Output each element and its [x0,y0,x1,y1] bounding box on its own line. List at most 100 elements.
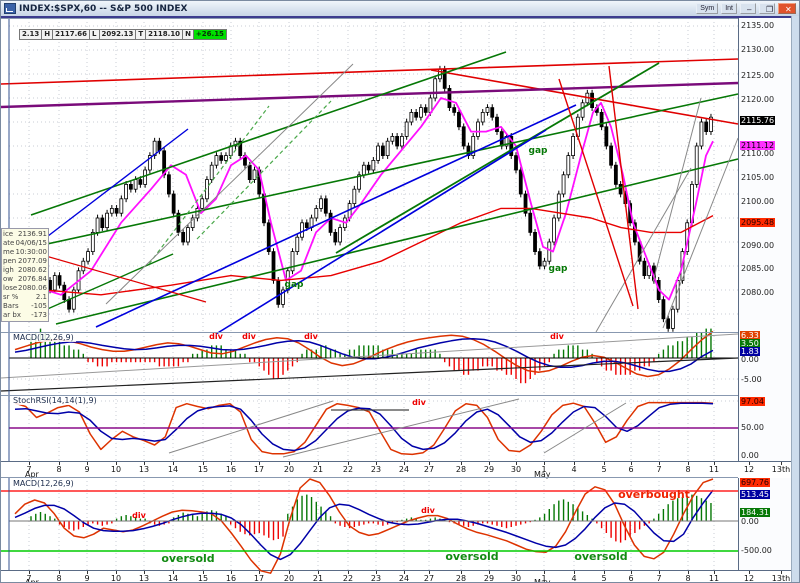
sym-button[interactable]: Sym [696,3,719,14]
date-tick-label: 5 [601,574,607,583]
annotation-div: div [550,332,564,341]
date-tick-label: 13th [771,574,791,583]
quote-cell: H [41,29,53,40]
data-window-row: ar bx -173 [3,311,47,320]
quote-cell: 2.13 [19,29,42,40]
int-button[interactable]: Int [721,3,737,14]
date-tick-label: 28 [455,574,467,583]
candles [29,65,713,332]
date-tick-mark [489,571,490,574]
data-window-row: me 10:30:00 [3,248,47,257]
price-badge: 6.33 [740,331,760,340]
date-tick-label: 14 [167,465,179,474]
data-window-label: ate [3,239,15,247]
maximize-button[interactable]: ❐ [759,3,775,14]
date-tick-mark [87,462,88,465]
trendlines [1,490,738,552]
axis-tick-label: 2105.00 [741,173,775,182]
date-tick-label: 30 [510,574,522,583]
date-tick-label: 22 [342,465,354,474]
macd-lower-canvas[interactable]: div div oversold oversold oversold overbought [1,477,791,574]
date-tick-label: 22 [342,574,354,583]
axis-tick-label: 2080.00 [741,288,775,297]
annotation-div: div [304,332,318,341]
date-tick-label: 24 [398,574,410,583]
trendlines [1,333,739,392]
quote-cell: 2117.66 [52,29,90,40]
axis-tick-label: 0.00 [741,451,759,460]
annotation-overbought: overbought [618,488,690,501]
date-tick-label: 4 [571,574,577,583]
annotations: div div oversold oversold oversold overbought [132,488,690,565]
axis-tick-label: 2125.00 [741,71,775,80]
date-tick-label: 5 [601,465,607,474]
date-tick-label: 9 [84,574,90,583]
date-tick-label: 7 [656,465,662,474]
date-tick-mark [516,571,517,574]
date-tick-mark [144,462,145,465]
title-bar: INDEX:$SPX,60 -- S&P 500 INDEX Sym Int –… [1,1,799,16]
month-label: Apr [25,578,39,583]
trendlines [9,398,738,458]
annotations: div div div div [209,332,564,341]
minimize-button[interactable]: – [740,3,756,14]
date-tick-mark [173,462,174,465]
date-tick-mark [781,462,782,465]
axis-tick-label: -5.00 [741,375,762,384]
date-tick-label: 13th [771,465,791,474]
right-edge-strip[interactable] [791,16,799,582]
price-badge: 184.31 [740,508,770,517]
date-tick-mark [376,462,377,465]
close-button[interactable]: ✕ [778,3,796,14]
price-badge: 2111.12 [740,141,776,150]
axis-tick-label: 2135.00 [741,21,775,30]
month-label: Apr [25,470,39,479]
date-tick-mark [259,571,260,574]
data-window-value: 2080.06 [18,284,47,292]
axis-tick-label: 0.00 [741,517,759,526]
price-badge: 97.04 [740,397,765,406]
date-tick-mark [318,571,319,574]
date-tick-label: 10 [110,465,122,474]
date-tick-mark [574,462,575,465]
date-tick-mark [631,462,632,465]
date-tick-label: 1 [541,574,547,583]
axis-tick-label: 2120.00 [741,95,775,104]
date-tick-mark [59,462,60,465]
data-window-value: 2077.09 [18,257,47,265]
annotation-div: div [132,511,146,520]
price-badge: 3.50 [740,339,760,348]
date-tick-label: 8 [56,465,62,474]
date-tick-label: 10 [110,574,122,583]
data-window-row: ice 2136.91 [3,230,47,239]
date-tick-label: 30 [510,465,522,474]
quote-cell: 2092.13 [98,29,136,40]
date-tick-label: 6 [628,465,634,474]
trendlines [1,51,739,335]
stochrsi-canvas[interactable]: div [1,395,791,461]
data-window-label: lose [3,284,18,292]
date-tick-mark [348,462,349,465]
date-tick-label: 9 [84,465,90,474]
date-tick-label: 4 [571,465,577,474]
annotation-div: div [242,332,256,341]
data-window-value: 2.1 [35,293,47,301]
macd-upper-canvas[interactable]: div div div div [1,328,791,395]
date-tick-label: 15 [197,465,209,474]
data-window-row: ow 2076.84 [3,275,47,284]
price-axis-column [738,18,792,582]
date-tick-label: 11 [708,465,720,474]
date-tick-label: 7 [26,574,32,583]
date-tick-mark [604,462,605,465]
date-tick-mark [544,462,545,465]
data-window-value: 2076.84 [18,275,47,283]
date-tick-mark [688,571,689,574]
main-price-canvas[interactable]: gap gap gap [1,18,791,335]
data-window-value: 2080.62 [18,266,47,274]
quote-bar: 2.13 H 2117.66 L 2092.13 T 2118.10 N +26.15 [19,29,227,40]
date-tick-label: 12 [743,465,755,474]
date-tick-label: 21 [312,465,324,474]
gridlines [9,18,738,332]
date-tick-mark [376,571,377,574]
data-window-label: pen [3,257,17,265]
